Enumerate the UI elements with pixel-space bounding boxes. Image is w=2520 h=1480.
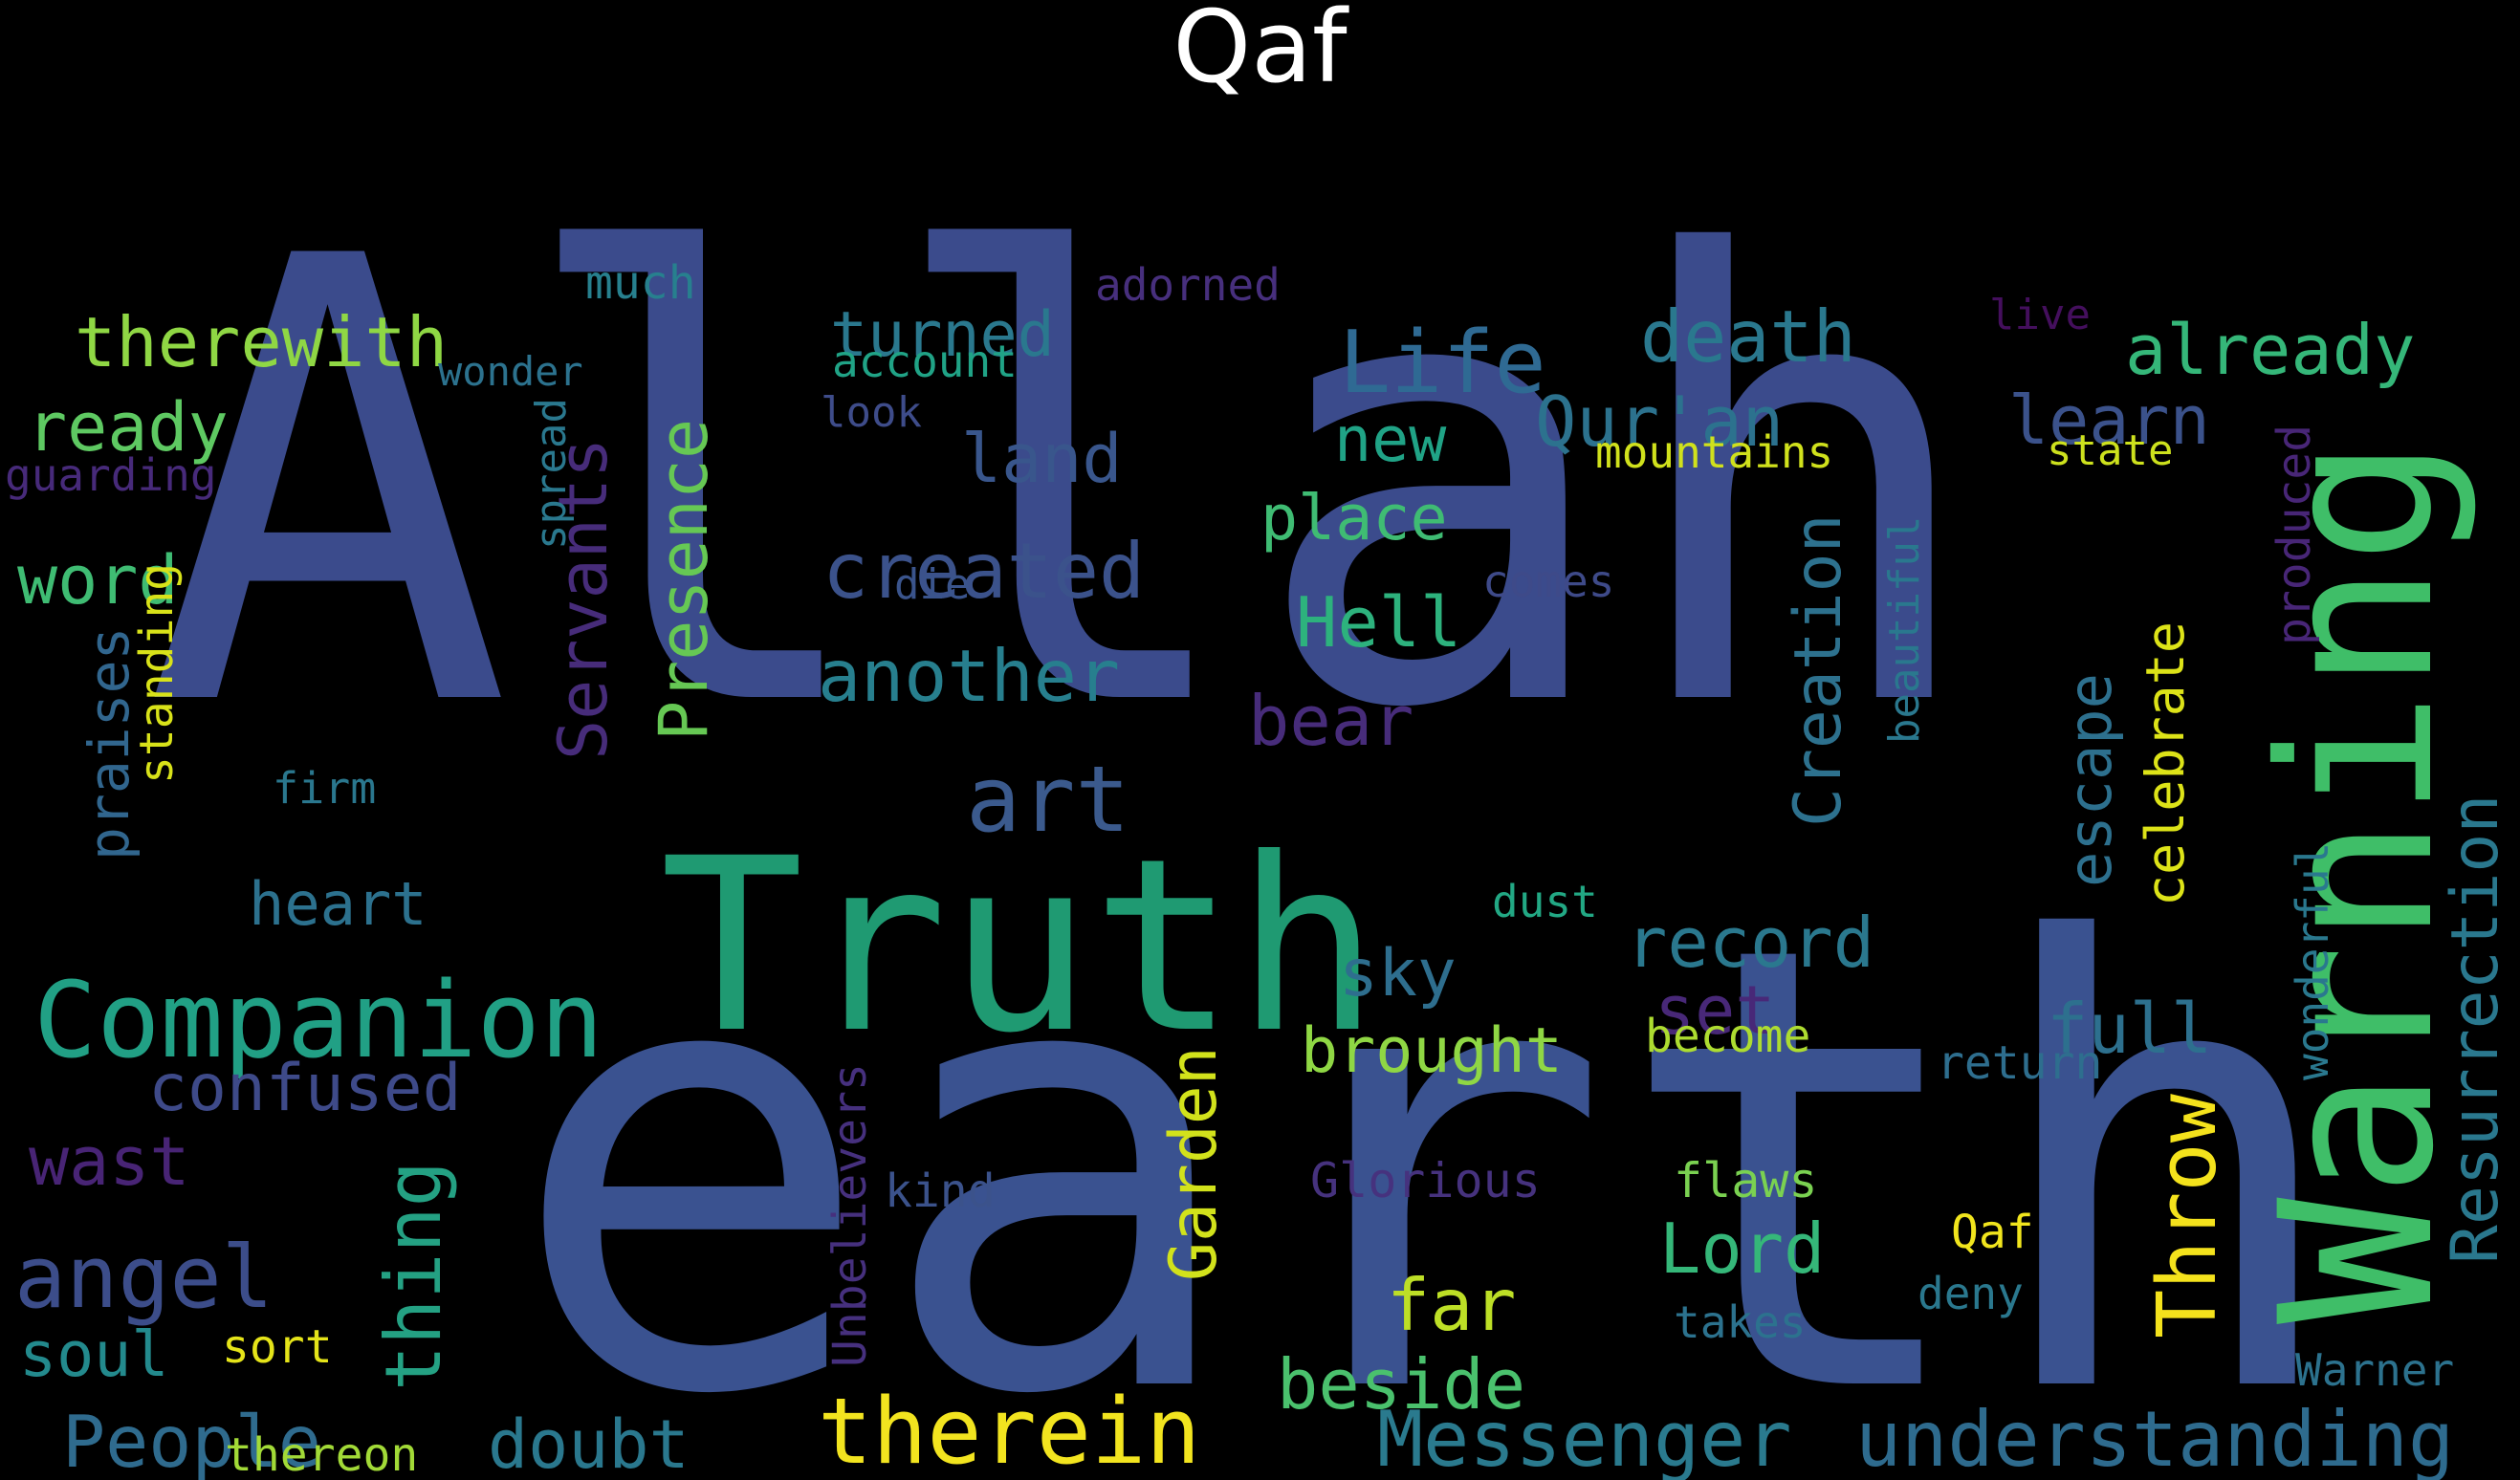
cloud-word: look (821, 388, 922, 437)
cloud-word: Qur'an (1535, 381, 1785, 462)
cloud-word: thereon (225, 1428, 419, 1480)
cloud-word: Warner (2295, 1344, 2455, 1396)
cloud-word: new (1334, 404, 1447, 476)
cloud-word: die (894, 560, 971, 609)
cloud-word: soul (19, 1319, 169, 1391)
cloud-word: praises (77, 626, 142, 860)
cloud-word: wonder (438, 348, 583, 395)
cloud-word: art (966, 748, 1130, 853)
cloud-word: Companion (33, 959, 604, 1081)
cloud-word: another (818, 634, 1121, 718)
cloud-word: live (1989, 291, 2091, 339)
cloud-word: angel (14, 1228, 274, 1328)
cloud-word: return (1937, 1036, 2103, 1090)
cloud-word: takes (1674, 1296, 1807, 1348)
cloud-word: sky (1339, 936, 1457, 1012)
cloud-word: account (832, 336, 1018, 387)
cloud-word: much (585, 256, 696, 310)
cloud-word: standing (130, 562, 184, 784)
cloud-word: escape (2055, 673, 2125, 887)
cloud-word: place (1260, 483, 1448, 555)
cloud-word: state (2047, 426, 2174, 475)
cloud-word: mountains (1595, 426, 1834, 478)
cloud-word: guarding (5, 449, 217, 501)
cloud-word: already (2125, 310, 2416, 390)
cloud-word: earth (507, 816, 2350, 1480)
cloud-word: thing (369, 1161, 458, 1391)
cloud-word: full (2047, 989, 2213, 1069)
cloud-word: understanding (1855, 1395, 2455, 1480)
cloud-word: wonderful (2287, 841, 2338, 1080)
cloud-word: doubt (488, 1405, 690, 1480)
cloud-word: land (961, 420, 1123, 498)
cloud-word: comes (1482, 555, 1615, 607)
cloud-word: adorned (1095, 259, 1281, 311)
cloud-word: sort (222, 1320, 333, 1374)
cloud-word: far (1387, 1263, 1517, 1347)
cloud-word: wast (29, 1122, 190, 1201)
cloud-word: death (1640, 294, 1856, 379)
cloud-word: Garden (1156, 1046, 1232, 1281)
cloud-word: Life (1339, 313, 1546, 413)
cloud-word: spread (527, 398, 576, 550)
cloud-word: Throw (2140, 1094, 2235, 1339)
cloud-title: Qaf (1172, 0, 1348, 105)
cloud-word: Resurrection (2438, 794, 2513, 1264)
cloud-word: heart (249, 869, 427, 939)
cloud-word: turned (830, 299, 1055, 371)
cloud-word: Unbelievers (823, 1063, 877, 1367)
cloud-word: confused (148, 1051, 462, 1126)
cloud-word: produced (2268, 424, 2321, 645)
cloud-word: therewith (75, 302, 449, 382)
cloud-word: brought (1301, 1015, 1563, 1087)
cloud-word: Messenger (1377, 1395, 1792, 1480)
cloud-word: firm (273, 763, 377, 814)
cloud-word: celebrate (2135, 620, 2196, 906)
cloud-word: bear (1248, 681, 1414, 761)
cloud-word: ready (27, 388, 229, 467)
cloud-word: Hell (1296, 582, 1462, 663)
cloud-word: learn (2008, 381, 2210, 460)
cloud-word: Truth (660, 807, 1380, 1085)
cloud-word: beautiful (1880, 515, 1929, 744)
cloud-word: People (62, 1400, 321, 1480)
cloud-word: record (1626, 903, 1875, 983)
cloud-word: dust (1492, 876, 1598, 927)
cloud-word: Lord (1659, 1208, 1826, 1289)
cloud-word: flaws (1674, 1153, 1818, 1208)
cloud-word: beside (1277, 1344, 1526, 1425)
cloud-word: Creation (1781, 513, 1856, 827)
cloud-word: Allah (143, 129, 1986, 841)
cloud-word: kind (885, 1164, 996, 1218)
cloud-word: Presence (645, 418, 723, 741)
cloud-word: therein (818, 1380, 1201, 1480)
cloud-word: word (17, 541, 179, 620)
cloud-word: created (822, 527, 1146, 616)
cloud-word: deny (1917, 1268, 2024, 1319)
cloud-word: Glorious (1310, 1153, 1541, 1208)
cloud-word: set (1654, 971, 1776, 1050)
cloud-word: Qaf (1951, 1206, 2034, 1259)
cloud-word: become (1645, 1010, 1811, 1063)
